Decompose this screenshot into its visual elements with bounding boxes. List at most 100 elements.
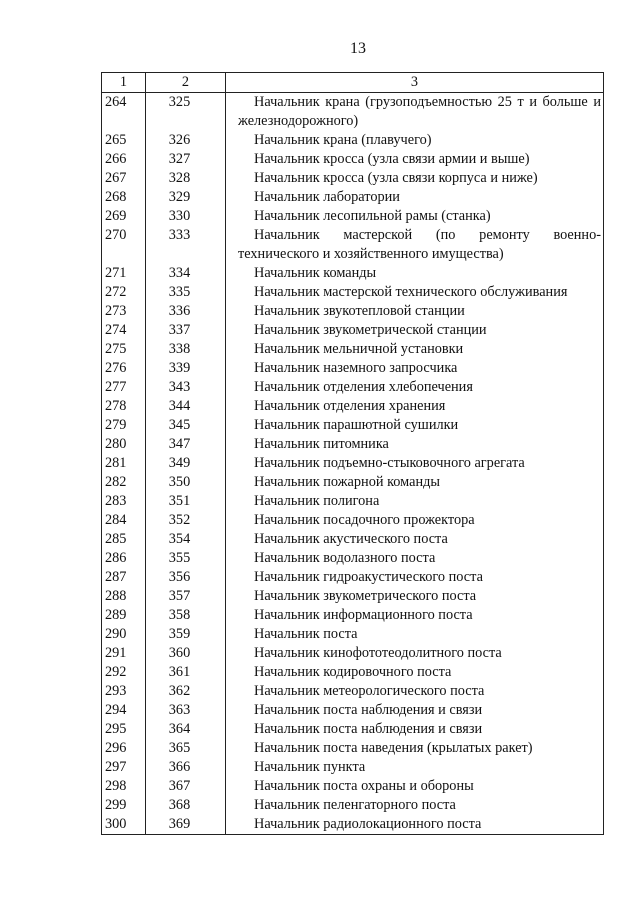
row-number: 276 [101,359,146,378]
table-header-row: 1 2 3 [101,72,604,93]
position-name: Начальник звукотепловой станции [225,302,604,321]
row-number: 269 [101,207,146,226]
table-row: 295 364 Начальник поста наблюдения и связи [101,720,604,739]
position-name: Начальник мастерской (по ремонту военно-… [225,226,604,264]
row-number: 294 [101,701,146,720]
table-row: 287 356 Начальник гидроакустического поста [101,568,604,587]
header-col-2: 2 [145,72,226,93]
code: 352 [145,511,226,530]
position-name: Начальник мастерской технического обслуж… [225,283,604,302]
position-name: Начальник звукометрической станции [225,321,604,340]
position-name: Начальник водолазного поста [225,549,604,568]
table-row: 282 350 Начальник пожарной команды [101,473,604,492]
row-number: 272 [101,283,146,302]
table-row: 299 368 Начальник пеленгаторного поста [101,796,604,815]
table-row: 264 325 Начальник крана (грузоподъемностью… [101,92,604,131]
table-row: 293 362 Начальник метеорологического поста [101,682,604,701]
row-number: 296 [101,739,146,758]
table-row: 270 333 Начальник мастерской (по ремонту в… [101,226,604,264]
table-row: 288 357 Начальник звукометрического поста [101,587,604,606]
row-number: 274 [101,321,146,340]
table-row: 289 358 Начальник информационного поста [101,606,604,625]
position-name: Начальник информационного поста [225,606,604,625]
code: 344 [145,397,226,416]
table-row: 272 335 Начальник мастерской технического … [101,283,604,302]
table-row: 274 337 Начальник звукометрической станции [101,321,604,340]
page-number: 13 [350,40,366,57]
table-row: 273 336 Начальник звукотепловой станции [101,302,604,321]
row-number: 264 [101,92,146,131]
position-name: Начальник поста наблюдения и связи [225,720,604,739]
position-name: Начальник отделения хлебопечения [225,378,604,397]
position-name: Начальник посадочного прожектора [225,511,604,530]
position-name: Начальник парашютной сушилки [225,416,604,435]
position-name: Начальник гидроакустического поста [225,568,604,587]
table-row: 267 328 Начальник кросса (узла связи корпу… [101,169,604,188]
code: 336 [145,302,226,321]
position-name: Начальник крана (плавучего) [225,131,604,150]
code: 355 [145,549,226,568]
table-row: 278 344 Начальник отделения хранения [101,397,604,416]
table-row: 297 366 Начальник пункта [101,758,604,777]
position-name: Начальник поста наведения (крылатых раке… [225,739,604,758]
position-name: Начальник звукометрического поста [225,587,604,606]
position-name: Начальник наземного запросчика [225,359,604,378]
row-number: 285 [101,530,146,549]
row-number: 292 [101,663,146,682]
table-row: 275 338 Начальник мельничной установки [101,340,604,359]
row-number: 288 [101,587,146,606]
code: 338 [145,340,226,359]
table-row: 265 326 Начальник крана (плавучего) [101,131,604,150]
row-number: 295 [101,720,146,739]
row-number: 284 [101,511,146,530]
row-number: 290 [101,625,146,644]
table-row: 292 361 Начальник кодировочного поста [101,663,604,682]
position-name: Начальник кросса (узла связи армии и выш… [225,150,604,169]
table-row: 271 334 Начальник команды [101,264,604,283]
code: 351 [145,492,226,511]
position-name: Начальник кросса (узла связи корпуса и н… [225,169,604,188]
code: 356 [145,568,226,587]
code: 362 [145,682,226,701]
code: 347 [145,435,226,454]
code: 345 [145,416,226,435]
code: 361 [145,663,226,682]
table-row: 300 369 Начальник радиолокационного поста [101,815,604,835]
position-name: Начальник кинофототеодолитного поста [225,644,604,663]
position-name: Начальник радиолокационного поста [225,815,604,835]
code: 349 [145,454,226,473]
code: 366 [145,758,226,777]
code: 364 [145,720,226,739]
position-name: Начальник полигона [225,492,604,511]
row-number: 265 [101,131,146,150]
table-row: 276 339 Начальник наземного запросчика [101,359,604,378]
row-number: 282 [101,473,146,492]
table-row: 286 355 Начальник водолазного поста [101,549,604,568]
row-number: 279 [101,416,146,435]
table-row: 296 365 Начальник поста наведения (крылаты… [101,739,604,758]
position-name: Начальник лесопильной рамы (станка) [225,207,604,226]
header-col-1: 1 [101,72,146,93]
table-row: 291 360 Начальник кинофототеодолитного пос… [101,644,604,663]
position-name: Начальник поста наблюдения и связи [225,701,604,720]
table-row: 268 329 Начальник лаборатории [101,188,604,207]
table-row: 283 351 Начальник полигона [101,492,604,511]
position-name: Начальник питомника [225,435,604,454]
code: 328 [145,169,226,188]
table-row: 279 345 Начальник парашютной сушилки [101,416,604,435]
position-name: Начальник лаборатории [225,188,604,207]
code: 330 [145,207,226,226]
row-number: 286 [101,549,146,568]
row-number: 267 [101,169,146,188]
position-name: Начальник крана (грузоподъемностью 25 т … [225,92,604,131]
positions-table: 1 2 3 264 325 Начальник крана (грузоподъем… [101,72,604,835]
code: 339 [145,359,226,378]
code: 369 [145,815,226,835]
row-number: 300 [101,815,146,835]
code: 337 [145,321,226,340]
code: 358 [145,606,226,625]
row-number: 298 [101,777,146,796]
row-number: 297 [101,758,146,777]
code: 334 [145,264,226,283]
code: 327 [145,150,226,169]
